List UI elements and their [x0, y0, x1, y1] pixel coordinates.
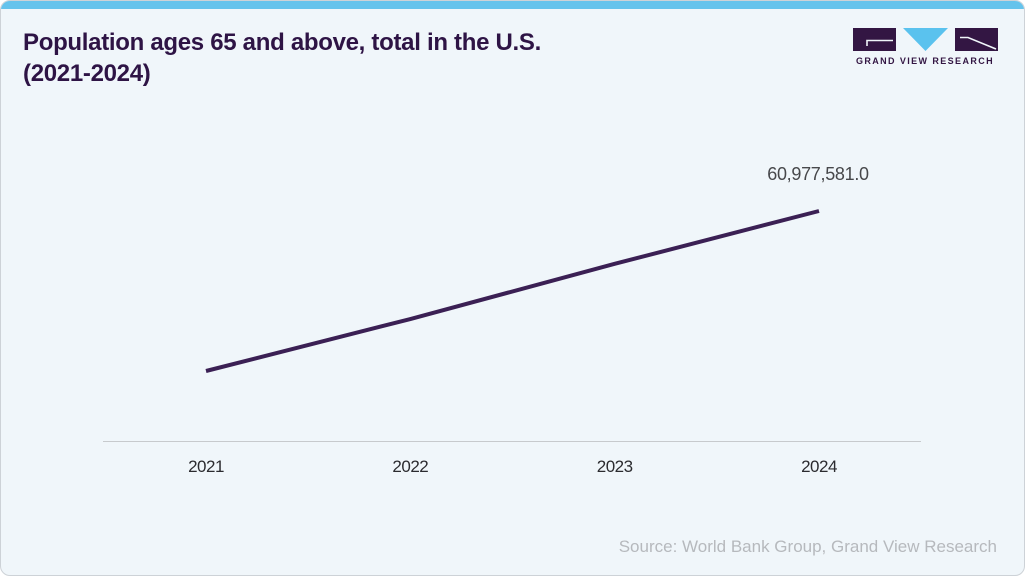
- x-tick-label: 2022: [392, 457, 429, 476]
- x-axis-line: [103, 441, 921, 442]
- x-tick-label: 2023: [596, 457, 633, 476]
- source-text: Source: World Bank Group, Grand View Res…: [618, 537, 997, 556]
- x-tick-label: 2021: [188, 457, 224, 476]
- top-accent-bar: [1, 1, 1024, 9]
- x-tick-label: 2024: [801, 457, 837, 476]
- gvr-logo-icon: [853, 28, 998, 51]
- chart-title: Population ages 65 and above, total in t…: [23, 29, 541, 87]
- gvr-logo: GRAND VIEW RESEARCH: [852, 28, 998, 66]
- data-point-label: 60,977,581.0: [767, 164, 869, 184]
- gvr-logo-text: GRAND VIEW RESEARCH: [855, 56, 995, 66]
- population-series-line: [205, 209, 820, 373]
